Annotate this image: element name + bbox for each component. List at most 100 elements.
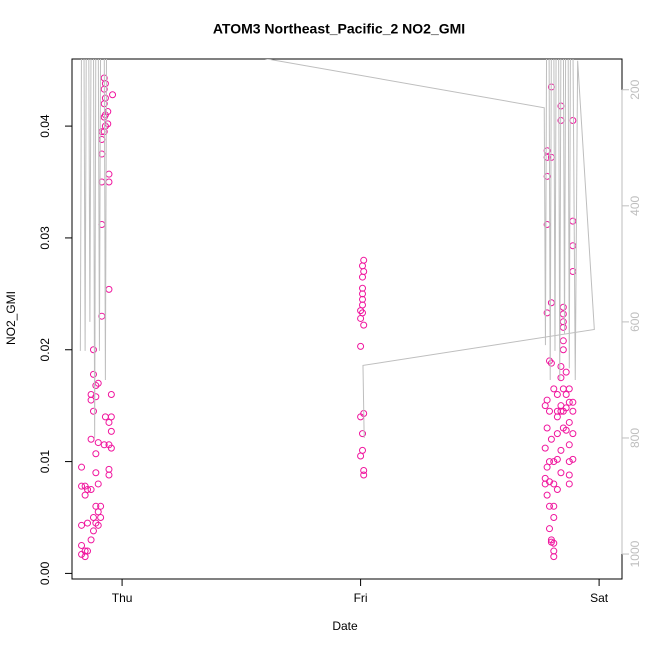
point	[557, 363, 565, 371]
point	[92, 450, 100, 458]
point	[557, 407, 565, 415]
point	[84, 519, 92, 527]
point	[81, 491, 89, 499]
point	[545, 458, 553, 466]
point	[360, 321, 368, 329]
point	[78, 482, 86, 490]
point	[101, 122, 109, 130]
point	[553, 486, 561, 494]
point	[562, 390, 570, 398]
point	[81, 547, 89, 555]
point	[550, 513, 558, 521]
x-axis-label: Date	[332, 619, 358, 633]
point	[360, 471, 368, 479]
y-tick-label: 0.02	[38, 338, 52, 362]
point	[569, 430, 577, 438]
plot-area	[78, 59, 595, 561]
point	[545, 525, 553, 533]
point	[100, 441, 108, 449]
point	[557, 446, 565, 454]
point	[550, 458, 558, 466]
point	[550, 385, 558, 393]
point	[89, 513, 97, 521]
point	[565, 471, 573, 479]
point	[87, 536, 95, 544]
point	[92, 393, 100, 401]
y2-tick-label: 1000	[628, 540, 642, 567]
point	[101, 80, 109, 88]
point	[109, 91, 117, 99]
point	[92, 382, 100, 390]
x-tick-label: Fri	[354, 591, 368, 605]
point	[107, 444, 115, 452]
point	[107, 390, 115, 398]
point	[543, 424, 551, 432]
point	[569, 407, 577, 415]
y-tick-label: 0.03	[38, 226, 52, 250]
point	[84, 486, 92, 494]
pressure-line	[79, 59, 595, 438]
point	[87, 435, 95, 443]
point	[553, 430, 561, 438]
point	[545, 502, 553, 510]
point	[550, 539, 558, 547]
point	[545, 357, 553, 365]
point	[565, 418, 573, 426]
point	[97, 513, 105, 521]
point	[562, 404, 570, 412]
point	[550, 480, 558, 488]
point	[89, 346, 97, 354]
point	[565, 480, 573, 488]
x-tick-label: Thu	[112, 591, 133, 605]
point	[565, 398, 573, 406]
y2-tick-label: 600	[628, 312, 642, 332]
point	[547, 359, 555, 367]
point	[105, 418, 113, 426]
x-tick-label: Sat	[590, 591, 609, 605]
point	[94, 521, 102, 529]
point	[557, 374, 565, 382]
point	[89, 527, 97, 535]
point	[101, 94, 109, 102]
point	[557, 469, 565, 477]
point	[97, 502, 105, 510]
point	[569, 398, 577, 406]
point	[92, 469, 100, 477]
point	[569, 455, 577, 463]
point	[107, 427, 115, 435]
point	[92, 502, 100, 510]
point	[84, 547, 92, 555]
point	[547, 435, 555, 443]
point	[550, 502, 558, 510]
point	[545, 407, 553, 415]
point	[360, 467, 368, 475]
point	[359, 301, 367, 309]
point	[565, 385, 573, 393]
point	[360, 256, 368, 264]
point	[565, 441, 573, 449]
point	[89, 370, 97, 378]
point	[359, 309, 367, 317]
point	[87, 486, 95, 494]
point	[92, 519, 100, 527]
y-tick-label: 0.04	[38, 114, 52, 138]
point	[543, 491, 551, 499]
point	[78, 521, 86, 529]
y2-tick-label: 200	[628, 79, 642, 99]
y-tick-label: 0.00	[38, 561, 52, 585]
point	[359, 290, 367, 298]
point	[553, 390, 561, 398]
point	[78, 463, 86, 471]
point	[78, 541, 86, 549]
point	[89, 407, 97, 415]
point	[550, 553, 558, 561]
y-tick-label: 0.01	[38, 450, 52, 474]
point	[359, 430, 367, 438]
point	[562, 426, 570, 434]
chart-title: ATOM3 Northeast_Pacific_2 NO2_GMI	[213, 21, 465, 37]
point	[543, 463, 551, 471]
y2-tick-label: 400	[628, 195, 642, 215]
point	[94, 508, 102, 516]
